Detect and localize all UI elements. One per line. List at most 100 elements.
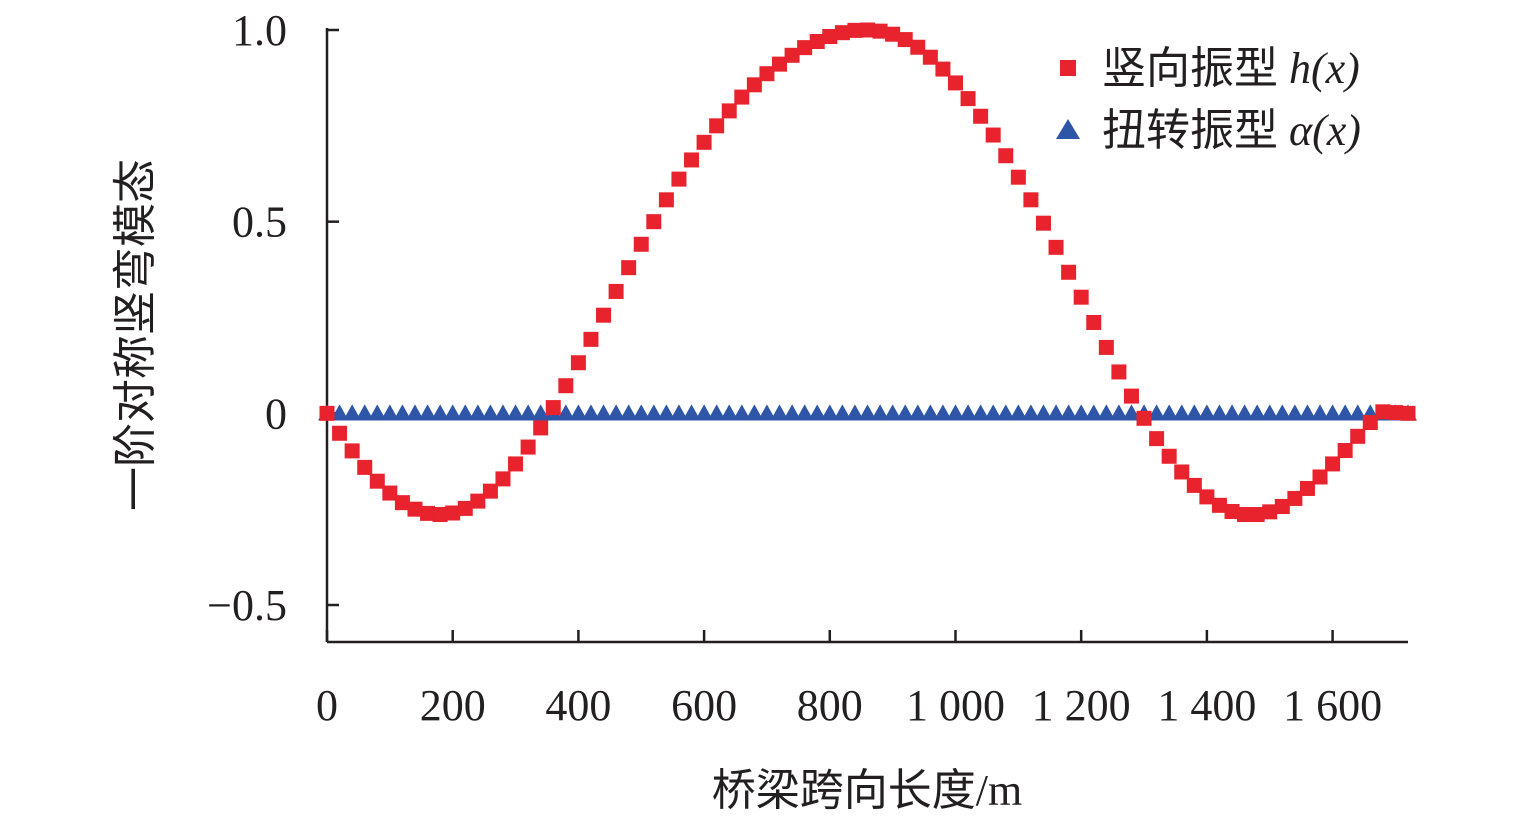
- data-point-triangle: [481, 404, 500, 421]
- data-point-square: [1035, 215, 1051, 231]
- data-point-square: [759, 66, 775, 82]
- data-point-triangle: [632, 404, 651, 421]
- data-point-square: [973, 108, 989, 124]
- data-point-square: [1249, 507, 1265, 523]
- data-point-square: [1211, 497, 1227, 513]
- data-point-square: [734, 89, 750, 105]
- data-point-square: [1048, 239, 1064, 255]
- x-tick-label: 0: [316, 681, 338, 730]
- data-point-triangle: [820, 404, 839, 421]
- data-point-triangle: [1185, 404, 1204, 421]
- data-point-square: [344, 443, 360, 459]
- data-point-triangle: [456, 404, 475, 421]
- data-point-triangle: [808, 404, 827, 421]
- data-point-square: [746, 77, 762, 93]
- data-point-square: [533, 420, 549, 436]
- data-point-square: [457, 500, 473, 516]
- legend-label: 扭转振型: [1102, 106, 1289, 155]
- data-point-square: [407, 501, 423, 517]
- data-point-triangle: [1009, 404, 1028, 421]
- data-point-square: [1073, 289, 1089, 305]
- data-point-square: [897, 32, 913, 48]
- data-point-square: [482, 483, 498, 499]
- data-point-square: [1149, 431, 1165, 447]
- data-point-square: [1161, 448, 1177, 464]
- data-point-triangle: [343, 404, 362, 421]
- data-point-triangle: [1147, 404, 1166, 421]
- data-point-triangle: [493, 404, 512, 421]
- data-point-triangle: [1273, 404, 1292, 421]
- data-point-square: [960, 91, 976, 107]
- data-point-triangle: [1348, 404, 1367, 421]
- series-square: [319, 22, 1416, 523]
- data-point-square: [947, 75, 963, 91]
- data-point-square: [1123, 388, 1139, 404]
- data-point-square: [822, 29, 838, 45]
- data-point-triangle: [380, 404, 399, 421]
- data-point-triangle: [1172, 404, 1191, 421]
- data-point-triangle: [896, 404, 915, 421]
- data-point-square: [394, 495, 410, 511]
- data-point-square: [621, 260, 637, 276]
- data-point-square: [1362, 415, 1378, 431]
- legend-entry: 扭转振型 α(x): [1102, 106, 1361, 155]
- data-point-square: [684, 152, 700, 168]
- data-point-triangle: [1298, 404, 1317, 421]
- data-point-square: [1224, 503, 1240, 519]
- data-point-triangle: [581, 404, 600, 421]
- data-point-triangle: [946, 404, 965, 421]
- data-point-square: [596, 307, 612, 323]
- data-point-square: [1199, 489, 1215, 505]
- data-point-triangle: [1197, 404, 1216, 421]
- data-point-square: [998, 148, 1014, 164]
- data-point-square: [520, 439, 536, 455]
- data-point-triangle: [1235, 404, 1254, 421]
- data-point-triangle: [783, 404, 802, 421]
- data-point-square: [1299, 480, 1315, 496]
- data-point-square: [1186, 477, 1202, 493]
- legend-symbol: α: [1289, 106, 1313, 155]
- data-point-square: [508, 456, 524, 472]
- data-point-triangle: [959, 404, 978, 421]
- data-point-square: [1262, 504, 1278, 520]
- data-point-triangle: [1072, 404, 1091, 421]
- y-tick-label: 0: [265, 389, 287, 438]
- data-point-triangle: [858, 404, 877, 421]
- data-point-triangle: [669, 404, 688, 421]
- data-point-triangle: [984, 404, 1003, 421]
- data-point-square: [1136, 410, 1152, 426]
- x-tick-label: 1 600: [1283, 681, 1382, 730]
- data-point-triangle: [707, 404, 726, 421]
- data-point-triangle: [556, 404, 575, 421]
- data-point-triangle: [908, 404, 927, 421]
- data-point-square: [784, 47, 800, 63]
- data-point-square: [1312, 469, 1328, 485]
- data-point-triangle: [996, 404, 1015, 421]
- data-point-triangle: [657, 404, 676, 421]
- data-point-triangle: [594, 404, 613, 421]
- data-point-square: [1337, 443, 1353, 459]
- data-point-triangle: [833, 404, 852, 421]
- data-point-square: [570, 355, 586, 371]
- legend-label: 竖向振型: [1102, 44, 1289, 93]
- data-point-triangle: [644, 404, 663, 421]
- data-point-triangle: [1285, 404, 1304, 421]
- data-point-square: [772, 56, 788, 72]
- data-point-triangle: [506, 404, 525, 421]
- data-point-triangle: [770, 404, 789, 421]
- x-ticks: 0 200 400 600 800 1 000 1 200 1 400 1 600: [316, 630, 1382, 730]
- data-point-triangle: [933, 404, 952, 421]
- data-point-square: [985, 127, 1001, 143]
- data-point-square: [658, 192, 674, 208]
- data-point-triangle: [1122, 404, 1141, 421]
- data-point-square: [872, 23, 888, 39]
- data-point-triangle: [330, 404, 349, 421]
- data-point-square: [1325, 456, 1341, 472]
- x-tick-label: 800: [797, 681, 863, 730]
- data-point-triangle: [1097, 404, 1116, 421]
- data-point-triangle: [607, 404, 626, 421]
- data-point-square: [797, 40, 813, 56]
- data-point-triangle: [757, 404, 776, 421]
- data-point-square: [470, 493, 486, 509]
- data-point-triangle: [921, 404, 940, 421]
